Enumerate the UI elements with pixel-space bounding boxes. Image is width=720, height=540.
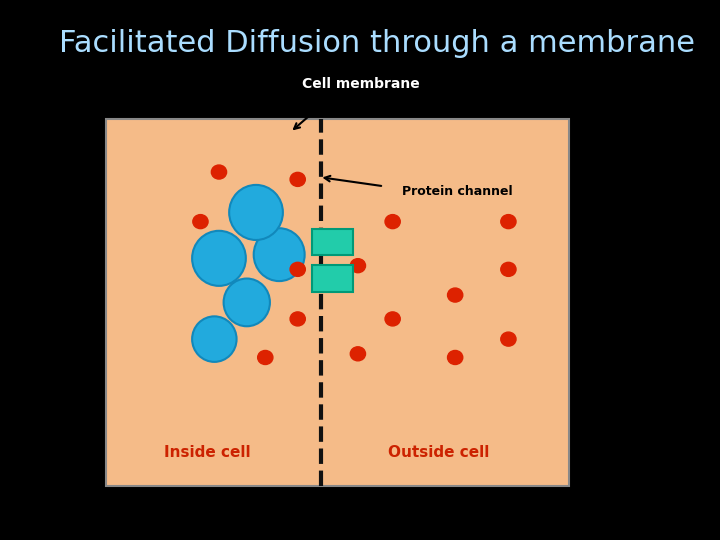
Ellipse shape [229, 185, 283, 240]
Text: Inside cell: Inside cell [164, 446, 251, 461]
Circle shape [193, 214, 208, 228]
Circle shape [290, 172, 305, 186]
Ellipse shape [224, 279, 270, 326]
Text: Protein channel: Protein channel [402, 185, 512, 198]
Ellipse shape [192, 231, 246, 286]
Ellipse shape [253, 228, 305, 281]
Circle shape [501, 332, 516, 346]
Circle shape [290, 312, 305, 326]
Circle shape [385, 214, 400, 228]
Bar [312, 228, 354, 255]
Bar [312, 265, 354, 292]
Circle shape [351, 347, 366, 361]
Text: Facilitated Diffusion through a membrane: Facilitated Diffusion through a membrane [58, 29, 695, 58]
Circle shape [501, 214, 516, 228]
Circle shape [448, 288, 463, 302]
Circle shape [448, 350, 463, 365]
Circle shape [501, 262, 516, 276]
Bar [106, 119, 569, 486]
Circle shape [351, 259, 366, 273]
Circle shape [212, 165, 227, 179]
Circle shape [385, 312, 400, 326]
Text: Outside cell: Outside cell [388, 446, 490, 461]
Circle shape [290, 262, 305, 276]
Circle shape [258, 350, 273, 365]
Ellipse shape [192, 316, 237, 362]
Text: Cell membrane: Cell membrane [302, 77, 419, 91]
